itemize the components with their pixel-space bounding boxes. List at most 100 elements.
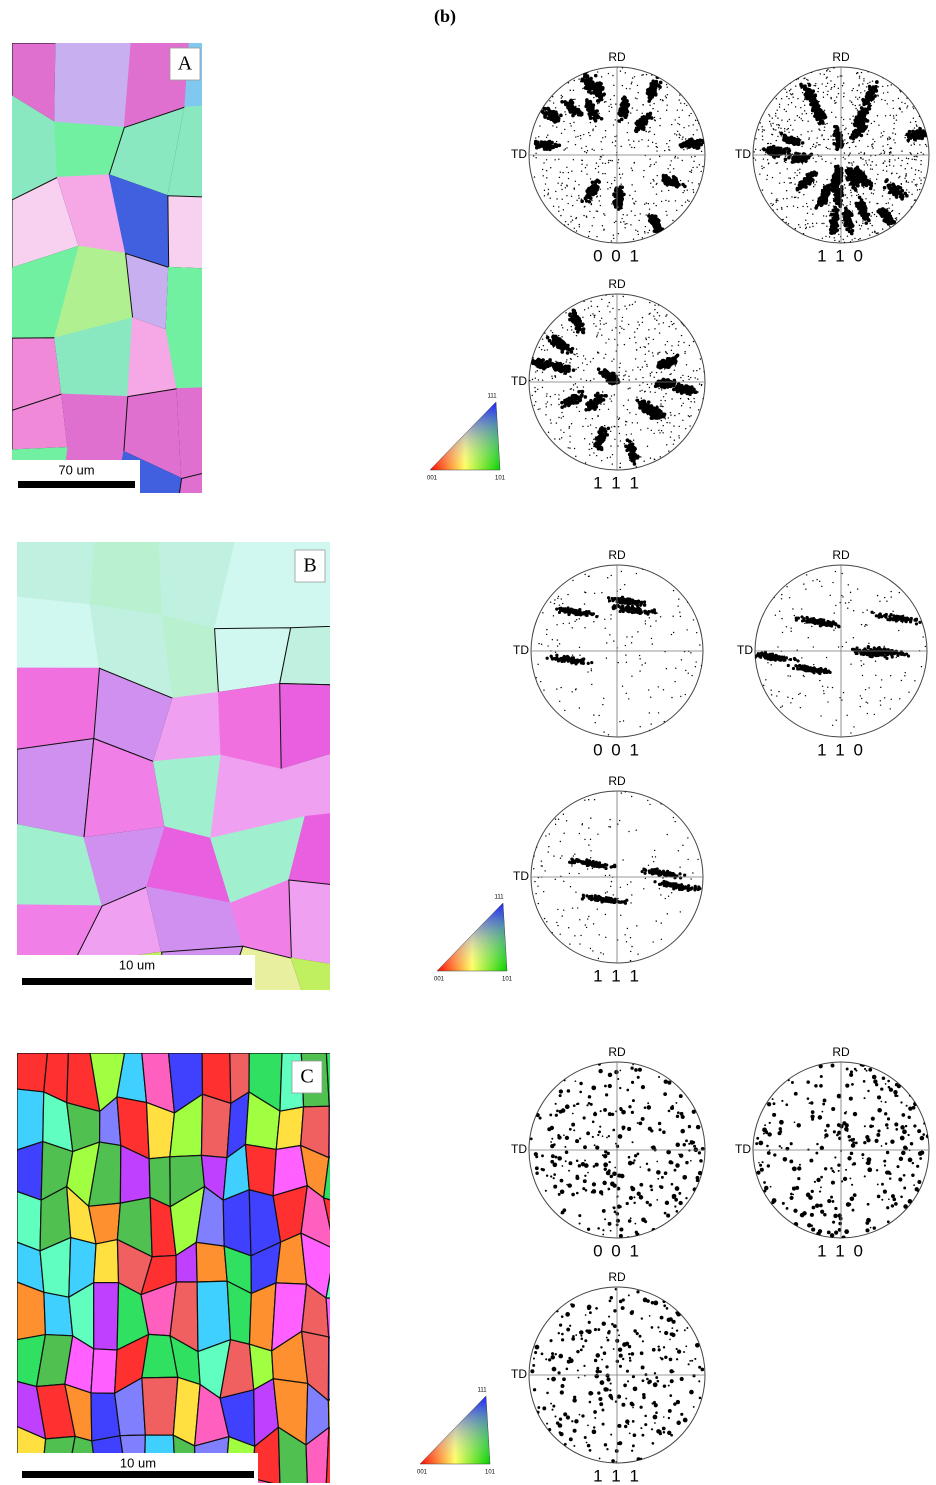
pole-dot [913,142,914,143]
pole-dot [642,322,643,323]
pole-dot [577,111,581,115]
pole-dot [916,184,917,185]
pole-dot [658,85,662,89]
pole-dot [781,135,782,136]
pole-dot [565,361,566,362]
pole-dot [569,441,570,442]
pole-dot [673,168,674,169]
pole-dot [579,226,580,227]
pole-dot [890,115,891,116]
pole-dot [588,236,589,237]
pole-dot [828,205,829,206]
pole-dot [776,124,777,125]
pole-dot [553,206,554,207]
pole-dot [644,461,645,462]
pole-dot [563,432,564,433]
pole-dot [615,119,616,120]
pole-dot [831,112,832,113]
pole-dot [920,137,924,141]
pole-dot [870,223,871,224]
pole-dot [570,123,571,124]
pole-dot [915,121,916,122]
pole-dot [565,148,566,149]
pole-dot [771,125,772,126]
pole-dot [666,143,667,144]
pole-dot [655,83,659,87]
pole-dot [595,442,599,446]
pole-dot [631,147,632,148]
pole-dot [653,215,657,219]
pole-dot [762,135,763,136]
pole-dot [818,155,819,156]
pole-dot [810,153,814,157]
pole-dot [868,159,869,160]
pole-dot [609,302,610,303]
pole-dot [600,323,601,324]
pole-dot [665,418,666,419]
pole-dot [833,173,837,177]
pole-dot [641,404,645,408]
pole-dot [796,160,800,164]
pole-dot [871,123,872,124]
pole-dot [665,200,666,201]
pole-dot [893,108,894,109]
pole-dot [567,203,568,204]
pole-dot [806,79,807,80]
pole-dot [889,148,890,149]
pole-dot [795,85,796,86]
pole-dot [830,80,831,81]
pole-dot [866,86,867,87]
pole-dot [632,107,633,108]
pole-dot [779,104,780,105]
pole-dot [916,185,917,186]
pole-td-label: TD [735,147,751,161]
pole-dot [755,149,756,150]
pole-dot [682,192,683,193]
pole-dot [674,157,675,158]
pole-dot [824,126,825,127]
pole-dot [600,195,601,196]
pole-dot [881,99,882,100]
pole-dot [780,132,784,136]
pole-dot [854,188,858,192]
pole-dot [551,375,552,376]
pole-dot [804,159,808,163]
pole-dot [568,82,569,83]
grain [225,462,287,536]
pole-dot [669,171,670,172]
pole-dot [647,145,648,146]
pole-dot [686,105,687,106]
pole-dot [571,196,572,197]
pole-dot [682,380,683,381]
pole-dot [681,405,682,406]
pole-dot [867,83,868,84]
pole-dot [661,201,662,202]
pole-dot [638,141,639,142]
pole-dot [755,159,756,160]
pole-dot [829,148,830,149]
pole-dot [578,198,579,199]
pole-dot [596,336,597,337]
pole-dot [666,104,667,105]
pole-dot [873,189,874,190]
pole-dot [883,153,884,154]
pole-dot [762,168,763,169]
pole-dot [848,175,852,179]
pole-dot [826,147,827,148]
pole-dot [906,133,910,137]
pole-dot [788,223,789,224]
pole-rd-label: RD [832,50,850,64]
pole-dot [781,119,782,120]
pole-dot [632,369,633,370]
pole-dot [813,186,814,187]
pole-dot [887,138,888,139]
pole-dot [681,323,682,324]
pole-dot [781,98,782,99]
pole-dot [591,180,595,184]
pole-dot [562,172,563,173]
pole-dot [673,425,674,426]
pole-dot [629,144,630,145]
pole-dot [605,130,606,131]
pole-dot [568,172,569,173]
pole-dot [784,89,785,90]
